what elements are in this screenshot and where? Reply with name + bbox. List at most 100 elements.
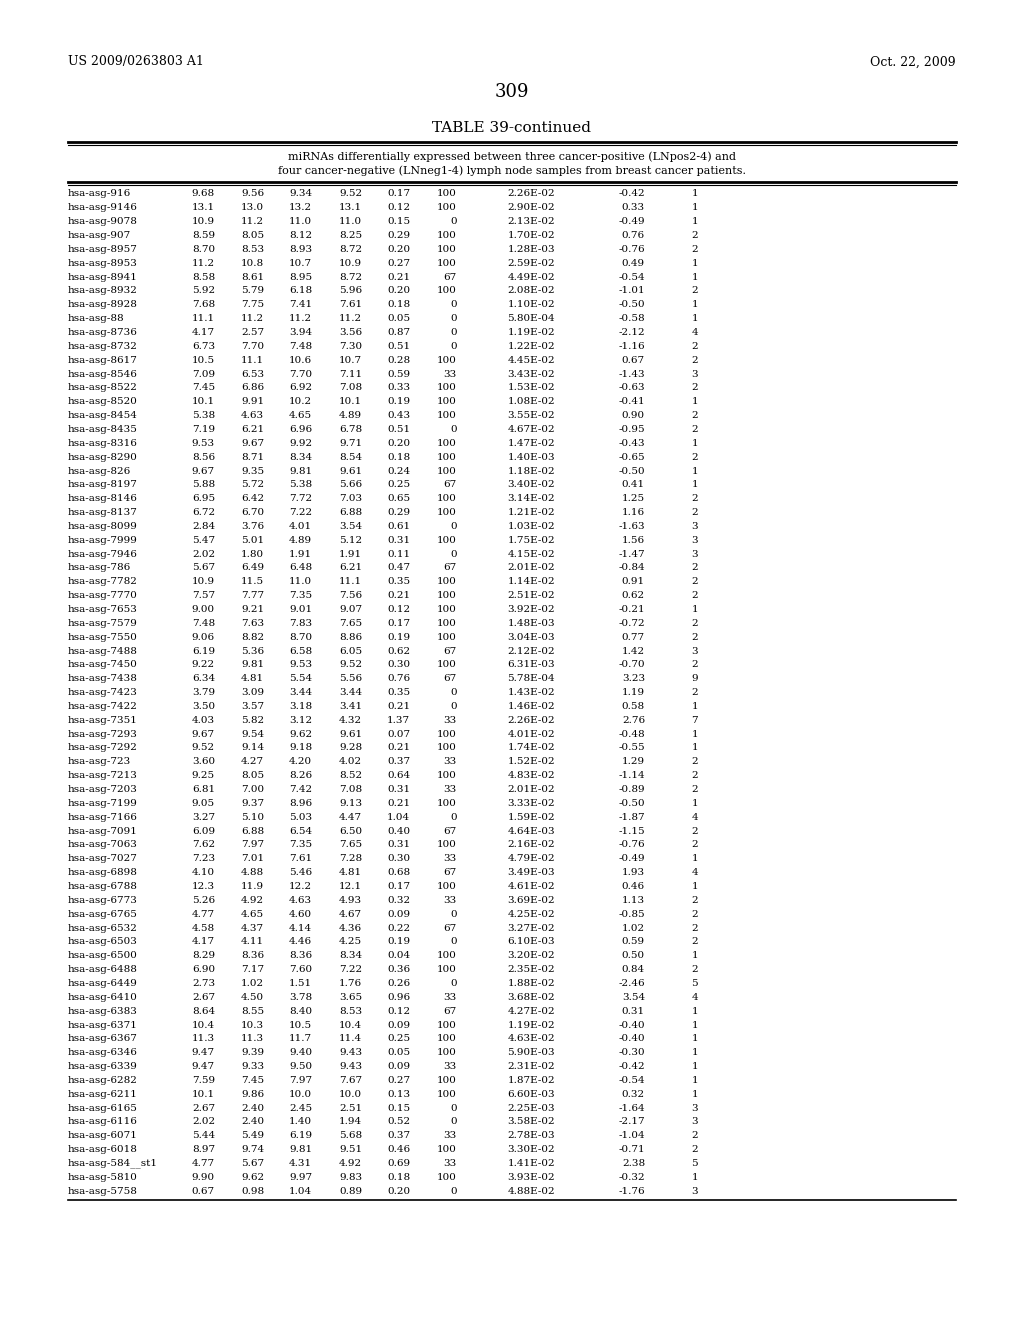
Text: hsa-asg-6346: hsa-asg-6346 [68,1048,138,1057]
Text: 0.17: 0.17 [387,882,410,891]
Text: 7.70: 7.70 [241,342,264,351]
Text: 9.21: 9.21 [241,605,264,614]
Text: hsa-asg-8932: hsa-asg-8932 [68,286,138,296]
Text: 0.21: 0.21 [387,591,410,601]
Text: 6.10E-03: 6.10E-03 [507,937,555,946]
Text: hsa-asg-6503: hsa-asg-6503 [68,937,138,946]
Text: 12.2: 12.2 [289,882,312,891]
Text: 0.59: 0.59 [622,937,645,946]
Text: 9.56: 9.56 [241,190,264,198]
Text: hsa-asg-8732: hsa-asg-8732 [68,342,138,351]
Text: 1: 1 [691,882,698,891]
Text: 7.61: 7.61 [289,854,312,863]
Text: 6.96: 6.96 [289,425,312,434]
Text: 100: 100 [437,771,457,780]
Text: 1.52E-02: 1.52E-02 [507,758,555,767]
Text: 5: 5 [691,1159,698,1168]
Text: 1.74E-02: 1.74E-02 [507,743,555,752]
Text: 3.60: 3.60 [191,758,215,767]
Text: 8.97: 8.97 [191,1146,215,1154]
Text: -0.50: -0.50 [618,300,645,309]
Text: 100: 100 [437,1076,457,1085]
Text: 0.41: 0.41 [622,480,645,490]
Text: 100: 100 [437,1020,457,1030]
Text: 0.90: 0.90 [622,411,645,420]
Text: 3.65: 3.65 [339,993,362,1002]
Text: -1.76: -1.76 [618,1187,645,1196]
Text: hsa-asg-8953: hsa-asg-8953 [68,259,138,268]
Text: 4.20: 4.20 [289,758,312,767]
Text: 2.45: 2.45 [289,1104,312,1113]
Text: 7.62: 7.62 [191,841,215,850]
Text: 4.63: 4.63 [241,411,264,420]
Text: 67: 67 [443,869,457,878]
Text: 100: 100 [437,411,457,420]
Text: 1: 1 [691,952,698,960]
Text: 2: 2 [691,411,698,420]
Text: 7.11: 7.11 [339,370,362,379]
Text: 4.65: 4.65 [289,411,312,420]
Text: 0: 0 [451,688,457,697]
Text: 0.37: 0.37 [387,1131,410,1140]
Text: 3.54: 3.54 [622,993,645,1002]
Text: 8.72: 8.72 [339,273,362,281]
Text: 100: 100 [437,203,457,213]
Text: 0: 0 [451,937,457,946]
Text: 100: 100 [437,453,457,462]
Text: 100: 100 [437,231,457,240]
Text: 6.92: 6.92 [289,383,312,392]
Text: 1.48E-03: 1.48E-03 [507,619,555,628]
Text: 1.94: 1.94 [339,1118,362,1126]
Text: -0.49: -0.49 [618,218,645,226]
Text: 0: 0 [451,521,457,531]
Text: 100: 100 [437,952,457,960]
Text: 11.2: 11.2 [289,314,312,323]
Text: 2: 2 [691,937,698,946]
Text: -0.50: -0.50 [618,466,645,475]
Text: 0.12: 0.12 [387,605,410,614]
Text: 0: 0 [451,327,457,337]
Text: 4.17: 4.17 [191,327,215,337]
Text: 3.43E-02: 3.43E-02 [507,370,555,379]
Text: 7.59: 7.59 [191,1076,215,1085]
Text: 1.03E-02: 1.03E-02 [507,521,555,531]
Text: 8.71: 8.71 [241,453,264,462]
Text: 4.89: 4.89 [339,411,362,420]
Text: 9.06: 9.06 [191,632,215,642]
Text: -2.17: -2.17 [618,1118,645,1126]
Text: 7.57: 7.57 [191,591,215,601]
Text: 0.32: 0.32 [622,1090,645,1098]
Text: 3.55E-02: 3.55E-02 [507,411,555,420]
Text: 6.09: 6.09 [191,826,215,836]
Text: 10.7: 10.7 [339,355,362,364]
Text: 2.35E-02: 2.35E-02 [507,965,555,974]
Text: 0.18: 0.18 [387,453,410,462]
Text: -1.01: -1.01 [618,286,645,296]
Text: 4.88: 4.88 [241,869,264,878]
Text: 0.20: 0.20 [387,438,410,447]
Text: 100: 100 [437,743,457,752]
Text: hsa-asg-7027: hsa-asg-7027 [68,854,138,863]
Text: 0.28: 0.28 [387,355,410,364]
Text: 0.46: 0.46 [387,1146,410,1154]
Text: 0.21: 0.21 [387,273,410,281]
Text: 33: 33 [443,1159,457,1168]
Text: 8.53: 8.53 [339,1007,362,1015]
Text: -0.63: -0.63 [618,383,645,392]
Text: 7.01: 7.01 [241,854,264,863]
Text: 8.34: 8.34 [289,453,312,462]
Text: 2: 2 [691,896,698,904]
Text: -0.65: -0.65 [618,453,645,462]
Text: 9.83: 9.83 [339,1173,362,1181]
Text: 7.19: 7.19 [191,425,215,434]
Text: 0: 0 [451,702,457,711]
Text: 7.08: 7.08 [339,785,362,795]
Text: 9.00: 9.00 [191,605,215,614]
Text: 5.80E-04: 5.80E-04 [507,314,555,323]
Text: 7.63: 7.63 [241,619,264,628]
Text: -1.15: -1.15 [618,826,645,836]
Text: 6.34: 6.34 [191,675,215,684]
Text: 3.04E-03: 3.04E-03 [507,632,555,642]
Text: 0.27: 0.27 [387,1076,410,1085]
Text: 1.19: 1.19 [622,688,645,697]
